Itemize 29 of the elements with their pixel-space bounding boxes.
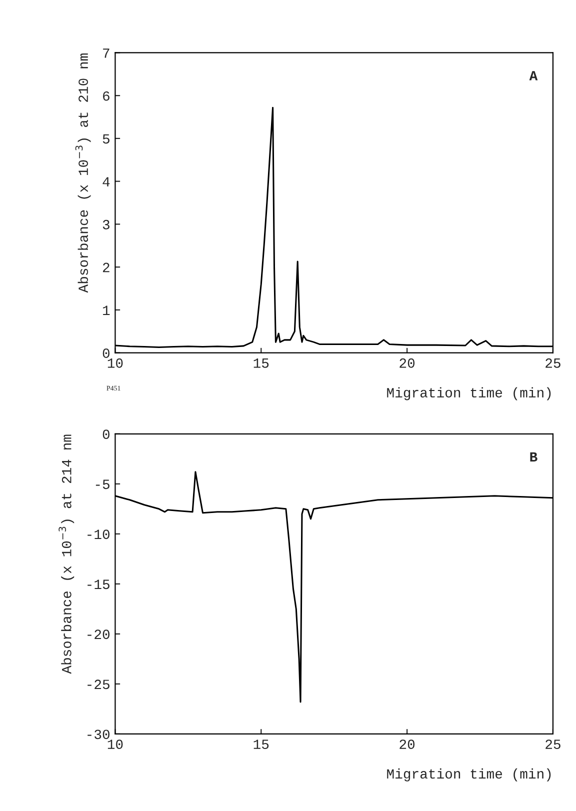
y-tick-label: 3 [102, 220, 110, 230]
y-tick-label: 5 [102, 134, 110, 144]
y-tick-label: 7 [103, 48, 110, 58]
x-tick-label: 10 [108, 358, 123, 368]
y-tick-label: -5 [96, 480, 110, 490]
x-tick-label: 25 [546, 740, 560, 750]
y-axis-title: Absorbance (x 10$^{−3}$) at 214 nm [58, 434, 74, 674]
y-tick-label: 0 [102, 348, 110, 358]
y-tick-label: -15 [88, 580, 110, 590]
x-tick-label: 20 [400, 358, 415, 368]
annotation: B [530, 452, 538, 462]
y-tick-label: -30 [88, 730, 110, 740]
y-tick-label: 0 [102, 430, 110, 440]
x-tick-label: 25 [546, 358, 560, 368]
x-tick-label: 15 [254, 358, 269, 368]
y-tick-label: -10 [88, 530, 110, 540]
annotation: A [529, 71, 538, 80]
x-tick-label: 15 [254, 740, 269, 750]
x-tick-label: 10 [108, 740, 123, 750]
x-tick-label: 20 [400, 740, 415, 750]
y-tick-label: -25 [88, 680, 110, 690]
y-tick-label: 2 [102, 262, 110, 272]
y-tick-label: 6 [103, 91, 110, 101]
y-tick-label: 4 [102, 177, 110, 186]
x-axis-title: Migration time (min) [387, 768, 551, 782]
y-tick-label: 1 [103, 306, 110, 315]
x-axis-title: Migration time (min) [387, 387, 551, 400]
y-axis-title: Absorbance (x 10$^{−3}$) at 210 nm [75, 54, 91, 293]
y-tick-label: -20 [88, 630, 110, 640]
